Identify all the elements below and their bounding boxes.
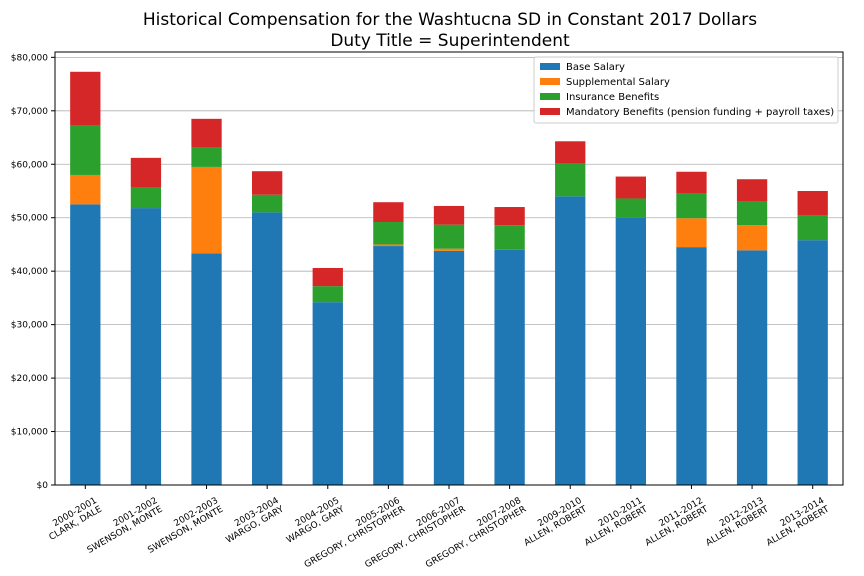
bar-segment	[252, 212, 283, 486]
legend-box	[533, 56, 839, 124]
bar-segment	[191, 118, 222, 148]
bar-segment	[252, 171, 283, 195]
bar-segment	[70, 174, 101, 205]
legend: Base Salary Supplemental Salary Insurance …	[533, 56, 839, 124]
bar-segment	[555, 163, 586, 197]
legend-swatch	[540, 63, 560, 70]
bars	[70, 71, 828, 486]
bar-segment	[191, 166, 222, 254]
bar-segment	[312, 267, 343, 287]
bar-stack	[797, 190, 828, 485]
y-tick-label: $70,000	[11, 107, 48, 117]
bar-segment	[736, 201, 768, 226]
bar-segment	[615, 198, 646, 218]
bar-segment	[312, 302, 343, 485]
y-tick-label: $50,000	[11, 214, 48, 224]
bar-stack	[373, 202, 404, 485]
y-tick-label: $30,000	[11, 321, 48, 331]
bar-segment	[433, 250, 465, 485]
bar-segment	[433, 224, 465, 249]
bar-segment	[555, 196, 586, 486]
bar-stack	[312, 267, 343, 485]
chart-title: Historical Compensation for the Washtucn…	[143, 10, 757, 30]
bar-segment	[494, 225, 525, 250]
bar-segment	[736, 250, 768, 485]
bar-segment	[676, 218, 707, 248]
bar-segment	[373, 244, 404, 247]
y-axis: $0 $10,000 $20,000 $30,000 $40,000 $50,000 $60…	[11, 53, 55, 491]
legend-swatch	[540, 78, 560, 85]
bar-stack	[70, 71, 101, 485]
bar-stack	[615, 176, 646, 485]
y-tick-label: $60,000	[11, 160, 48, 170]
bar-segment	[70, 71, 101, 126]
legend-label: Mandatory Benefits (pension funding + pa…	[566, 107, 834, 118]
bar-segment	[191, 253, 222, 485]
bar-segment	[494, 249, 525, 485]
y-tick-label: $20,000	[11, 374, 48, 384]
bar-segment	[433, 205, 465, 225]
bar-segment	[130, 208, 162, 486]
bar-segment	[312, 286, 343, 303]
legend-swatch	[540, 108, 560, 115]
bar-segment	[373, 246, 404, 485]
bar-segment	[676, 247, 707, 485]
bar-stack	[736, 179, 768, 485]
bar-stack	[676, 171, 707, 485]
bar-stack	[191, 118, 222, 485]
bar-segment	[373, 202, 404, 222]
bar-stack	[252, 171, 283, 486]
bar-stack	[433, 205, 465, 485]
y-tick-label: $80,000	[11, 53, 48, 63]
legend-label: Supplemental Salary	[566, 77, 670, 88]
bar-stack	[555, 141, 586, 486]
bar-segment	[130, 157, 162, 188]
bar-segment	[676, 171, 707, 194]
bar-segment	[191, 147, 222, 167]
bar-segment	[494, 207, 525, 226]
bar-segment	[433, 248, 465, 251]
bar-segment	[676, 193, 707, 219]
y-tick-label: $0	[37, 481, 49, 491]
bar-segment	[70, 204, 101, 485]
bar-segment	[555, 141, 586, 164]
bar-segment	[615, 217, 646, 485]
legend-label: Insurance Benefits	[566, 92, 659, 103]
legend-item: Mandatory Benefits (pension funding + pa…	[540, 107, 834, 118]
legend-swatch	[540, 93, 560, 100]
bar-segment	[736, 179, 768, 202]
legend-label: Base Salary	[566, 62, 625, 73]
legend-item: Base Salary	[540, 62, 625, 73]
bar-segment	[736, 225, 768, 251]
bar-segment	[252, 194, 283, 213]
bar-stack	[130, 157, 162, 486]
y-tick-label: $10,000	[11, 428, 48, 438]
bar-segment	[797, 190, 828, 216]
bar-segment	[70, 125, 101, 175]
chart-subtitle: Duty Title = Superintendent	[330, 31, 570, 51]
bar-segment	[797, 215, 828, 241]
legend-item: Supplemental Salary	[540, 77, 670, 88]
bar-segment	[615, 176, 646, 199]
bar-stack	[494, 207, 525, 485]
bar-segment	[797, 240, 828, 485]
legend-item: Insurance Benefits	[540, 92, 659, 103]
bar-segment	[373, 221, 404, 245]
bar-segment	[130, 187, 162, 209]
y-tick-label: $40,000	[11, 267, 48, 277]
